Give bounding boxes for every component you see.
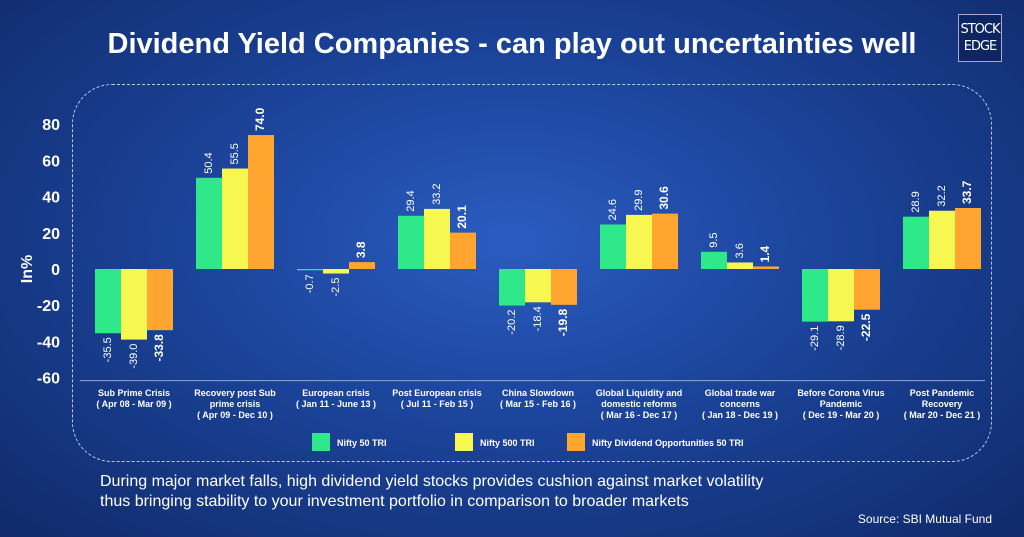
legend-label: Nifty Dividend Opportunities 50 TRI: [592, 438, 744, 448]
data-label: 20.1: [455, 205, 469, 229]
data-label: 55.5: [229, 143, 241, 164]
bar: [95, 269, 121, 334]
footer-text: During major market falls, high dividend…: [100, 473, 764, 510]
data-label: 50.4: [203, 152, 215, 173]
data-label: 3.8: [354, 241, 368, 258]
data-label: -22.5: [859, 313, 873, 341]
data-label: -0.7: [304, 274, 316, 293]
bar: [701, 251, 727, 269]
y-tick-label: 20: [42, 226, 60, 243]
bar: [828, 269, 854, 322]
data-label: 1.4: [758, 245, 772, 262]
legend-label: Nifty 500 TRI: [480, 438, 535, 448]
bar: [753, 266, 779, 269]
data-label: 74.0: [253, 107, 267, 131]
bar: [802, 269, 828, 322]
bar: [551, 269, 577, 305]
category-label: ( Mar 20 - Dec 21 ): [904, 410, 981, 420]
bar: [652, 213, 678, 269]
legend-swatch: [312, 433, 330, 451]
category-label: Global Liquidity and: [596, 388, 683, 398]
bar: [727, 262, 753, 269]
category-label: ( Mar 15 - Feb 16 ): [500, 399, 576, 409]
source-note: Source: SBI Mutual Fund: [857, 512, 992, 526]
category-label: Post European crisis: [392, 388, 482, 398]
bar: [854, 269, 880, 310]
category-label: domestic reforms: [601, 399, 677, 409]
category-label: prime crisis: [210, 399, 261, 409]
bar: [903, 216, 929, 269]
y-tick-label: 60: [42, 153, 60, 170]
y-tick-label: 40: [42, 190, 60, 207]
data-label: -2.5: [330, 278, 342, 297]
data-label: -19.8: [556, 309, 570, 337]
data-label: 33.7: [960, 180, 974, 204]
data-label: 28.9: [910, 191, 922, 212]
category-label: ( Jan 11 - June 13 ): [296, 399, 376, 409]
data-label: 30.6: [657, 186, 671, 210]
legend-label: Nifty 50 TRI: [337, 438, 387, 448]
legend-swatch: [455, 433, 473, 451]
data-label: -29.1: [809, 326, 821, 351]
data-label: 32.2: [936, 185, 948, 206]
category-label: ( Jul 11 - Feb 15 ): [401, 399, 474, 409]
data-label: -39.0: [128, 344, 140, 369]
bar: [600, 224, 626, 269]
category-label: ( Apr 08 - Mar 09 ): [96, 399, 171, 409]
bar: [121, 269, 147, 340]
data-label: -18.4: [532, 306, 544, 331]
bar: [248, 135, 274, 269]
bar: [222, 168, 248, 269]
category-label: concerns: [720, 399, 760, 409]
bar: [626, 214, 652, 269]
bar: [929, 210, 955, 269]
bar: [398, 215, 424, 269]
chart-frame: [72, 84, 992, 462]
data-label: -28.9: [835, 325, 847, 350]
bar: [196, 177, 222, 269]
data-label: 9.5: [708, 233, 720, 248]
bar: [450, 232, 476, 269]
data-label: 3.6: [734, 243, 746, 258]
category-label: China Slowdown: [502, 388, 574, 398]
chart-title: Dividend Yield Companies - can play out …: [107, 28, 917, 60]
bar: [525, 269, 551, 303]
category-label: Before Corona Virus: [797, 388, 884, 398]
data-label: -33.8: [152, 334, 166, 362]
category-label: ( Apr 09 - Dec 10 ): [197, 410, 273, 420]
bar: [323, 269, 349, 274]
category-label: Global trade war: [705, 388, 776, 398]
bar: [955, 208, 981, 269]
data-label: 29.9: [633, 189, 645, 210]
data-label: 29.4: [405, 190, 417, 211]
y-tick-label: 0: [51, 262, 60, 279]
category-label: Recovery post Sub: [194, 388, 276, 398]
category-label: Pandemic: [820, 399, 863, 409]
category-label: ( Dec 19 - Mar 20 ): [803, 410, 880, 420]
bar: [499, 269, 525, 306]
category-label: Post Pandemic: [910, 388, 975, 398]
data-label: 24.6: [607, 199, 619, 220]
y-axis-label: In%: [19, 255, 36, 283]
category-label: ( Mar 16 - Dec 17 ): [601, 410, 678, 420]
data-label: -35.5: [102, 337, 114, 362]
y-tick-label: -60: [37, 371, 60, 388]
category-label: Sub Prime Crisis: [98, 388, 170, 398]
data-label: -20.2: [506, 310, 518, 335]
bar: [297, 269, 323, 271]
stockedge-logo: STOCK EDGE: [958, 14, 1002, 62]
bar: [147, 269, 173, 331]
bar: [424, 208, 450, 269]
y-tick-label: -20: [37, 298, 60, 315]
category-label: European crisis: [302, 388, 370, 398]
y-tick-label: -40: [37, 334, 60, 351]
legend-swatch: [567, 433, 585, 451]
category-label: ( Jan 18 - Dec 19 ): [702, 410, 778, 420]
data-label: 33.2: [431, 183, 443, 204]
category-label: Recovery: [922, 399, 963, 409]
bar: [349, 262, 375, 269]
y-tick-label: 80: [42, 117, 60, 134]
